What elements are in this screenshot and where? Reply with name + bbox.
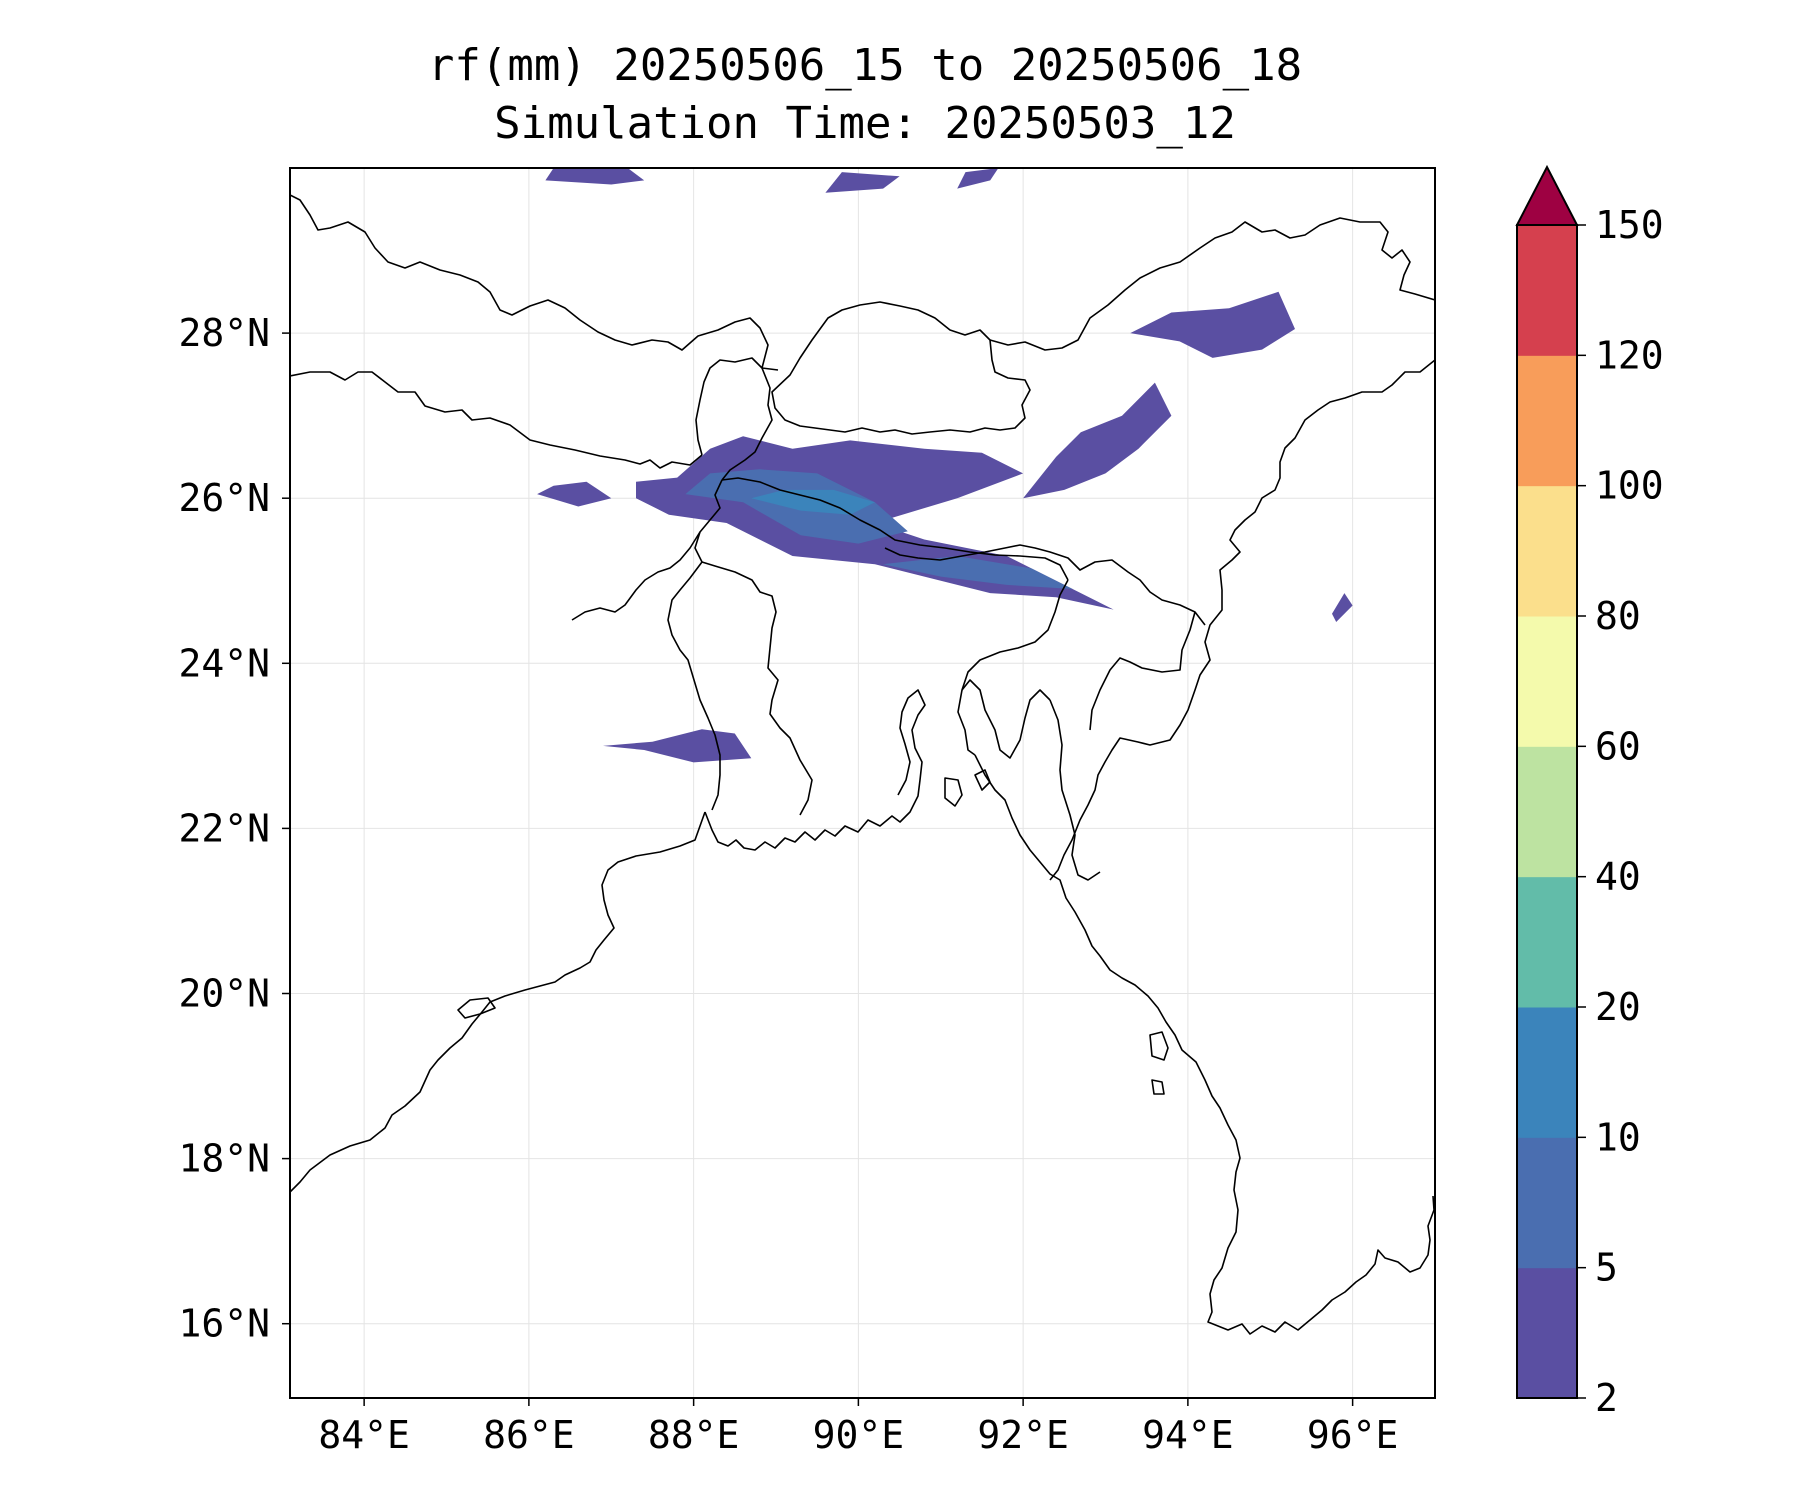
- colorbar-tick-label: 2: [1595, 1376, 1618, 1420]
- colorbar-tick-label: 100: [1595, 464, 1664, 508]
- chilika-lake: [457, 997, 496, 1019]
- colorbar-tick-label: 40: [1595, 855, 1641, 899]
- border-arunachal-myanmar: [1049, 359, 1435, 881]
- border-sikkim: [695, 357, 773, 481]
- colorbar-tick-label: 20: [1595, 985, 1641, 1029]
- colorbar-segment: [1517, 355, 1577, 487]
- colorbar-tick-label: 10: [1595, 1115, 1641, 1159]
- colorbar-segment: [1517, 485, 1577, 617]
- border-arunachal-china: [989, 217, 1435, 351]
- colorbar-tick-label: 120: [1595, 333, 1664, 377]
- colorbar-segment: [1517, 1137, 1577, 1269]
- lon-tick-label: 94°E: [1142, 1413, 1234, 1457]
- map-background: [290, 168, 1435, 1398]
- rain-patch-kolkata-patch: [603, 729, 752, 763]
- lat-tick-label: 18°N: [178, 1137, 270, 1181]
- coastlines-and-borders: [290, 194, 1435, 1335]
- border-tripura: [961, 679, 1051, 759]
- coastline-sundarbans: [704, 689, 926, 851]
- border-mizoram: [1049, 699, 1101, 881]
- rain-patch-tibet-patch-2: [825, 172, 900, 193]
- border-manipur: [1089, 611, 1196, 731]
- lat-tick-label: 22°N: [178, 806, 270, 850]
- colorbar-segment: [1517, 1007, 1577, 1138]
- island-bhola: [944, 777, 963, 807]
- map-frame: [289, 167, 1436, 1399]
- colorbar-segment: [1517, 225, 1577, 356]
- lat-tick-label: 28°N: [178, 311, 270, 355]
- lon-tick-label: 88°E: [648, 1413, 740, 1457]
- border-nepal-india: [290, 371, 703, 469]
- lon-tick-label: 90°E: [813, 1413, 905, 1457]
- rain-patch-nepal-east-patch: [537, 481, 612, 507]
- coastline-india-east: [290, 811, 706, 1193]
- rain-patch-main-core: [751, 489, 875, 515]
- longitude-ticks: 84°E 86°E 88°E 90°E 92°E 94°E 96°E: [318, 1398, 1398, 1457]
- border-west-bengal-south: [667, 561, 721, 811]
- colorbar-segment: [1517, 746, 1577, 878]
- border-bangladesh-east: [957, 579, 1069, 756]
- colorbar-segment: [1517, 876, 1577, 1008]
- border-bangladesh-north: [721, 477, 1069, 581]
- lat-tick-label: 20°N: [178, 972, 270, 1016]
- chart-subtitle: Simulation Time: 20250503_12: [494, 98, 1236, 149]
- latitude-ticks: 16°N 18°N 20°N 22°N 24°N 26°N 28°N: [178, 311, 290, 1346]
- lon-tick-label: 84°E: [318, 1413, 410, 1457]
- lat-tick-label: 16°N: [178, 1302, 270, 1346]
- border-nepal-china: [290, 194, 779, 371]
- colorbar: 2 5 10 20 40 60 80 100 120 150: [1515, 164, 1664, 1420]
- rain-patch-arunachal-patch: [1130, 291, 1295, 358]
- island-sandwip: [974, 769, 991, 791]
- border-meghalaya-assam: [884, 544, 1206, 626]
- border-west-bengal-jharkhand: [571, 531, 701, 621]
- chart-title: rf(mm) 20250506_15 to 20250506_18: [427, 40, 1303, 91]
- border-bhutan: [771, 301, 1031, 435]
- lat-tick-label: 26°N: [178, 476, 270, 520]
- lon-tick-label: 96°E: [1307, 1413, 1399, 1457]
- colorbar-segment: [1517, 616, 1577, 747]
- rain-patch-assam-patch: [1023, 382, 1172, 499]
- lat-tick-label: 24°N: [178, 641, 270, 685]
- rain-patch-sylhet-band: [883, 556, 1073, 589]
- colorbar-segment: [1517, 1267, 1577, 1399]
- colorbar-extend-arrow: [1515, 164, 1579, 226]
- rain-patch-tibet-patch-3: [957, 168, 999, 189]
- rain-patch-tibet-patch-1: [545, 168, 645, 185]
- lon-tick-label: 92°E: [977, 1413, 1069, 1457]
- colorbar-tick-label: 5: [1595, 1246, 1618, 1290]
- rain-patch-myanmar-patch: [1332, 593, 1353, 622]
- island-ramree: [1149, 1031, 1169, 1061]
- island-cheduba: [1151, 1079, 1165, 1095]
- colorbar-tick-label: 80: [1595, 594, 1641, 638]
- colorbar-tick-label: 60: [1595, 724, 1641, 768]
- rainfall-layer: [537, 168, 1353, 763]
- colorbar-tick-label: 150: [1595, 203, 1664, 247]
- lon-tick-label: 86°E: [483, 1413, 575, 1457]
- map-plot-area: [289, 167, 1436, 1399]
- coastline-bangladesh-myanmar: [974, 754, 1435, 1335]
- colorbar-frame: [1516, 224, 1578, 1399]
